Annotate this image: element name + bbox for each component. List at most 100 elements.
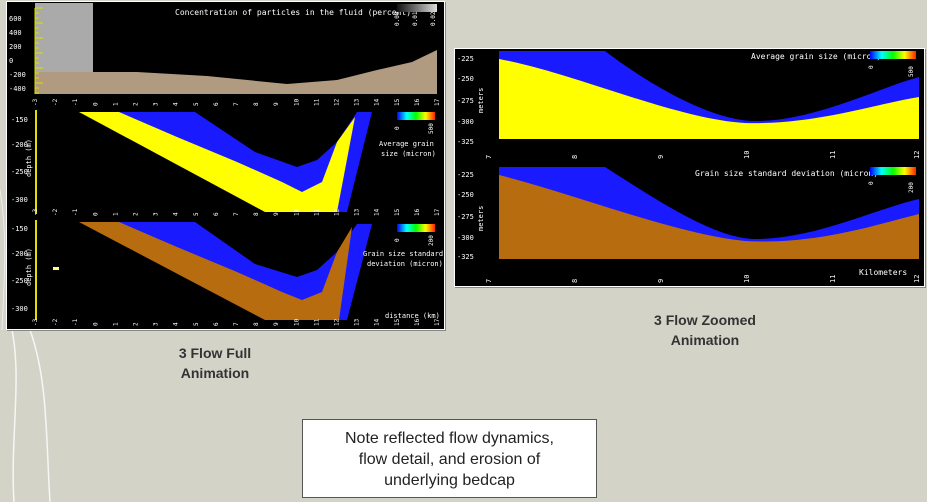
svg-text:-200: -200 — [9, 71, 26, 79]
svg-text:-200: -200 — [11, 141, 28, 149]
note-line-2: flow detail, and erosion of — [358, 451, 541, 468]
x-tick-label: -1 — [72, 208, 79, 216]
grain-std-y-ticks: -150 -200 -250 -300 — [11, 225, 28, 313]
x-ticks-row-3: -3 -2 -1 0 1 2 3 4 5 6 7 8 9 10 11 12 13 14 15 16 17 — [32, 318, 441, 326]
zoom-x-ticks-row-1: 7 8 9 10 11 12 — [485, 151, 921, 159]
svg-text:7: 7 — [485, 155, 493, 159]
x-tick-label: 9 — [273, 212, 280, 216]
svg-text:0: 0 — [394, 238, 401, 242]
x-tick-label: 14 — [374, 98, 381, 106]
x-tick-label: 2 — [133, 322, 140, 326]
svg-text:-225: -225 — [457, 55, 474, 63]
x-tick-label: 0 — [92, 102, 99, 106]
svg-text:0: 0 — [868, 181, 875, 185]
x-tick-label: 0 — [92, 322, 99, 326]
x-tick-label: 2 — [133, 212, 140, 216]
svg-text:12: 12 — [913, 275, 921, 283]
x-tick-label: 14 — [374, 318, 381, 326]
note-line-3: underlying bedcap — [384, 472, 515, 489]
svg-text:-275: -275 — [457, 97, 474, 105]
svg-text:0: 0 — [9, 57, 13, 65]
x-tick-label: 16 — [414, 208, 421, 216]
concentration-plot: Concentration of particles in the fluid … — [9, 3, 437, 94]
x-tick-label: 10 — [293, 318, 300, 326]
svg-text:-150: -150 — [11, 225, 28, 233]
x-tick-label: 15 — [394, 208, 401, 216]
x-tick-label: 5 — [193, 322, 200, 326]
svg-text:-325: -325 — [457, 138, 474, 146]
x-tick-label: 9 — [273, 102, 280, 106]
x-tick-label: -1 — [72, 318, 79, 326]
x-tick-label: 10 — [293, 98, 300, 106]
x-tick-label: 6 — [213, 212, 220, 216]
concentration-colorbar — [397, 4, 437, 12]
x-tick-label: 12 — [334, 98, 341, 106]
x-tick-label: -1 — [72, 98, 79, 106]
svg-text:-250: -250 — [11, 277, 28, 285]
svg-text:11: 11 — [829, 151, 837, 159]
x-tick-label: 3 — [153, 212, 160, 216]
x-tick-label: 16 — [414, 98, 421, 106]
svg-text:12: 12 — [913, 151, 921, 159]
svg-text:500: 500 — [428, 123, 435, 134]
x-tick-label: 1 — [112, 322, 119, 326]
full-caption-line-1: 3 Flow Full — [178, 345, 252, 361]
svg-text:-225: -225 — [457, 171, 474, 179]
svg-text:0: 0 — [394, 126, 401, 130]
svg-text:0.00: 0.00 — [394, 11, 401, 26]
zoom-grain-size-plot: Average grain size (micron) 0 500 -225 -… — [457, 51, 919, 146]
x-tick-label: 12 — [334, 318, 341, 326]
zoom-caption-line-1: 3 Flow Zoomed — [654, 312, 756, 328]
svg-text:8: 8 — [571, 155, 579, 159]
x-tick-label: -3 — [32, 318, 39, 326]
svg-text:-300: -300 — [457, 118, 474, 126]
x-ticks-row-2: -3 -2 -1 0 1 2 3 4 5 6 7 8 9 10 11 12 13 14 15 16 17 — [32, 208, 441, 216]
svg-text:deviation (micron): deviation (micron) — [367, 260, 443, 268]
zoom-caption-line-2: Animation — [670, 332, 740, 348]
grain-size-y-ticks: -150 -200 -250 -300 — [11, 116, 28, 204]
full-animation-panel: Concentration of particles in the fluid … — [6, 1, 445, 330]
x-tick-label: 10 — [293, 208, 300, 216]
x-tick-label: 11 — [313, 98, 320, 106]
grain-std-colorbar — [397, 224, 435, 232]
svg-text:10: 10 — [743, 151, 751, 159]
svg-text:10: 10 — [743, 275, 751, 283]
note-box: Note reflected flow dynamics, flow detai… — [302, 419, 597, 498]
zoom-bottom-y-ticks: -225 -250 -275 -300 -325 — [457, 171, 474, 261]
svg-text:-250: -250 — [457, 191, 474, 199]
svg-text:meters: meters — [477, 88, 485, 113]
x-tick-label: -3 — [32, 98, 39, 106]
x-tick-label: -2 — [52, 318, 59, 326]
svg-text:meters: meters — [477, 206, 485, 231]
full-animation-caption[interactable]: 3 Flow Full Animation — [110, 343, 320, 383]
x-tick-label: 4 — [173, 102, 180, 106]
x-tick-label: 5 — [193, 102, 200, 106]
note-line-1: Note reflected flow dynamics, — [345, 430, 554, 447]
zoomed-animation-caption[interactable]: 3 Flow Zoomed Animation — [600, 310, 810, 350]
svg-text:0.01: 0.01 — [412, 11, 419, 26]
x-tick-label: 16 — [414, 318, 421, 326]
zoom-grain-std-title: Grain size standard deviation (micron) — [695, 169, 878, 178]
svg-text:size (micron): size (micron) — [381, 150, 436, 158]
x-tick-label: 12 — [334, 208, 341, 216]
x-tick-label: 8 — [253, 102, 260, 106]
x-tick-label: 15 — [394, 98, 401, 106]
x-ticks-row-1: -3 -2 -1 0 1 2 3 4 5 6 7 8 9 10 11 12 13 14 15 16 17 — [32, 98, 441, 106]
distance-label: distance (km) — [385, 312, 440, 320]
x-tick-label: 1 — [112, 102, 119, 106]
svg-text:9: 9 — [657, 279, 665, 283]
x-tick-label: 13 — [354, 318, 361, 326]
concentration-y-ticks: 600 400 200 0 -200 -400 — [9, 15, 26, 93]
x-tick-label: 13 — [354, 208, 361, 216]
svg-text:-200: -200 — [11, 250, 28, 258]
grain-size-legend: Average grain size (micron) — [379, 140, 436, 158]
svg-text:11: 11 — [829, 275, 837, 283]
x-tick-label: 3 — [153, 102, 160, 106]
x-tick-label: -3 — [32, 208, 39, 216]
svg-text:200: 200 — [908, 182, 915, 193]
concentration-title: Concentration of particles in the fluid … — [175, 8, 411, 17]
svg-text:-275: -275 — [457, 213, 474, 221]
x-tick-label: 13 — [354, 98, 361, 106]
concentration-colorbar-ticks: 0.00 0.01 0.02 — [394, 11, 437, 26]
x-tick-label: 5 — [193, 212, 200, 216]
